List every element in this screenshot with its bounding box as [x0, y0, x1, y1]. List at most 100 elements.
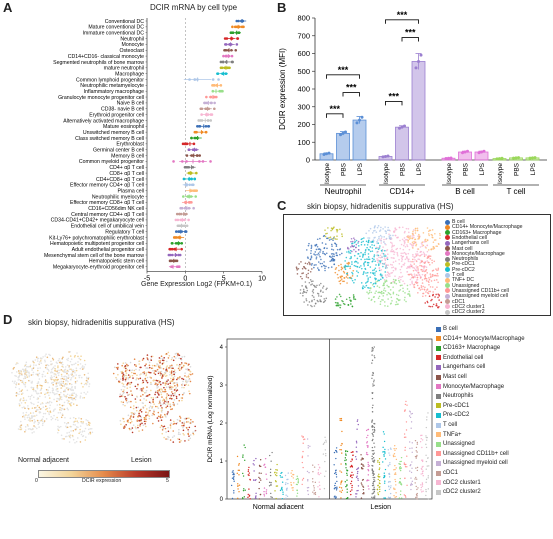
strip-point [378, 458, 381, 460]
tsne-point [376, 226, 379, 229]
legend-swatch [436, 403, 441, 409]
strip-point [284, 483, 287, 486]
umap-point [176, 381, 178, 384]
umap-point [170, 372, 173, 375]
strip-point [378, 473, 380, 475]
umap-point [75, 440, 78, 443]
umap-point [146, 414, 149, 416]
tsne-point [427, 261, 430, 264]
umap-point [183, 417, 186, 420]
tsne-point [384, 226, 386, 228]
legend-item: Unassigned [436, 441, 475, 447]
umap-point [67, 374, 70, 376]
condition-label: Isotype [497, 163, 504, 184]
tsne-point [388, 237, 391, 240]
umap-point [165, 366, 168, 369]
strip-point [399, 466, 401, 468]
tsne-point [417, 269, 419, 272]
strip-point [306, 438, 309, 440]
strip-point [340, 481, 342, 484]
strip-point [367, 465, 369, 468]
tsne-point [310, 247, 313, 250]
umap-point [165, 431, 167, 433]
umap-point [148, 366, 151, 369]
umap-point [126, 398, 129, 400]
strip-point [356, 468, 358, 471]
umap-point [185, 383, 188, 386]
strip-point [372, 431, 375, 434]
strip-point [238, 491, 240, 493]
umap-point [57, 382, 60, 384]
umap-point [181, 383, 184, 386]
umap-point [170, 422, 172, 425]
data-point [182, 177, 186, 181]
strip-point [383, 475, 386, 477]
tsne-point [408, 258, 410, 260]
legend-swatch [436, 422, 441, 428]
tsne-point [397, 303, 399, 305]
tsne-point [417, 271, 420, 274]
umap-point [182, 366, 184, 368]
strip-point [395, 458, 398, 461]
umap-point [162, 403, 164, 406]
strip-point [425, 481, 427, 484]
umap-point [62, 370, 64, 372]
umap-point [160, 419, 163, 421]
tsne-point [305, 249, 308, 251]
tsne-point [365, 272, 367, 274]
umap-point [37, 421, 40, 424]
tsne-point [315, 257, 318, 260]
strip-point [333, 464, 335, 466]
umap-point [179, 376, 181, 378]
strip-point [286, 489, 288, 491]
tsne-point [314, 254, 316, 256]
umap-point [181, 356, 183, 358]
legend-item: cDC2 cluster2 [445, 309, 485, 315]
umap-point [148, 406, 151, 409]
umap-point [59, 398, 61, 400]
umap-point [19, 420, 22, 423]
umap-point [66, 383, 68, 386]
tsne-point [324, 243, 327, 245]
strip-point [259, 493, 262, 496]
strip-point [254, 479, 257, 482]
umap-point [139, 366, 141, 369]
tsne-point [375, 246, 378, 249]
umap-point [60, 384, 63, 386]
tsne-point [318, 284, 321, 286]
data-point [175, 265, 179, 269]
strip-point [340, 463, 342, 465]
strip-point [270, 496, 272, 498]
umap-point [187, 431, 190, 433]
tsne-point [424, 275, 426, 278]
umap-point [24, 407, 26, 410]
umap-point [89, 428, 92, 430]
umap-point [124, 426, 126, 428]
strip-point [371, 411, 374, 413]
tsne-point [382, 277, 384, 279]
tsne-point [410, 265, 413, 268]
strip-point [274, 472, 276, 474]
strip-point [248, 488, 250, 490]
tsne-point [434, 296, 436, 298]
strip-point [285, 482, 287, 484]
tsne-point [392, 261, 395, 264]
tsne-point [406, 284, 409, 287]
strip-point [409, 447, 411, 450]
strip-point [276, 485, 279, 487]
tsne-point [400, 260, 403, 262]
tsne-point [429, 255, 432, 258]
tsne-point [423, 268, 425, 270]
strip-point [371, 426, 373, 428]
tsne-point [299, 275, 302, 278]
tsne-point [367, 278, 369, 281]
tsne-point [347, 277, 349, 279]
tsne-point [394, 260, 397, 262]
umap-point [56, 381, 58, 384]
tsne-point [368, 249, 370, 251]
category-label: Erythroblast [116, 142, 144, 148]
umap-point [63, 421, 66, 424]
tsne-point [342, 270, 345, 273]
umap-point [25, 399, 28, 402]
tsne-point [409, 267, 411, 269]
